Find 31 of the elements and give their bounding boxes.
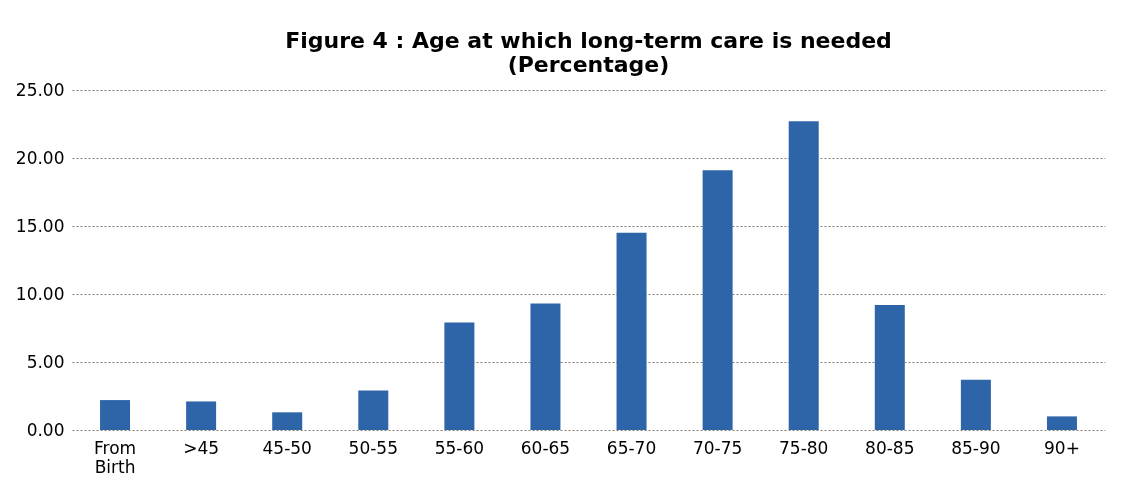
x-tick-label: 60-65 — [520, 437, 571, 458]
x-tick-label: 65-70 — [606, 437, 657, 458]
x-tick-label: 80-85 — [865, 437, 915, 458]
bar — [358, 390, 389, 430]
bar — [788, 121, 819, 430]
x-tick-label: 45-50 — [262, 437, 312, 458]
bar — [444, 322, 475, 430]
x-tick-label: >45 — [183, 437, 220, 458]
x-tick-label: 85-90 — [951, 437, 1001, 458]
y-tick-label: 25.00 — [15, 79, 65, 100]
x-tick-label: From Birth — [93, 437, 137, 477]
chart-title: Figure 4 : Age at which long-term care is needed (Percentage) — [285, 28, 892, 77]
x-tick-label: 55-60 — [434, 437, 485, 458]
bar — [616, 232, 647, 430]
bar — [100, 400, 131, 430]
y-tick-label: 5.00 — [26, 351, 65, 372]
y-tick-label: 15.00 — [15, 215, 65, 236]
bar — [272, 412, 303, 430]
x-tick-label: 70-75 — [692, 437, 743, 458]
bar — [702, 170, 733, 430]
y-tick-label: 10.00 — [15, 283, 65, 304]
bar — [530, 303, 561, 430]
x-tick-label: 90+ — [1044, 437, 1080, 458]
x-tick-label: 50-55 — [348, 437, 398, 458]
y-tick-label: 20.00 — [15, 147, 65, 168]
bar — [1046, 416, 1077, 430]
bar — [874, 304, 905, 430]
bar — [960, 379, 991, 430]
bar — [186, 401, 217, 430]
y-tick-label: 0.00 — [26, 419, 65, 440]
x-tick-label: 75-80 — [779, 437, 829, 458]
